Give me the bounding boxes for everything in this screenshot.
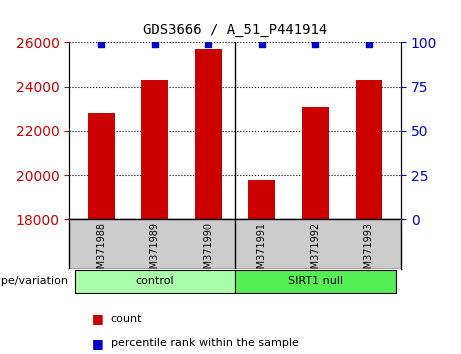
Bar: [142, 80, 168, 219]
Bar: [248, 179, 275, 219]
Text: control: control: [136, 276, 174, 286]
Point: [151, 41, 159, 47]
FancyBboxPatch shape: [235, 270, 396, 292]
Point: [258, 41, 266, 47]
Point: [365, 41, 372, 47]
Bar: [355, 80, 382, 219]
Text: count: count: [111, 314, 142, 324]
Text: GSM371991: GSM371991: [257, 222, 267, 281]
Text: GSM371990: GSM371990: [203, 222, 213, 281]
Text: genotype/variation: genotype/variation: [0, 276, 68, 286]
Point: [312, 41, 319, 47]
Bar: [195, 49, 222, 219]
Text: GSM371993: GSM371993: [364, 222, 374, 281]
Text: ■: ■: [92, 337, 104, 350]
Title: GDS3666 / A_51_P441914: GDS3666 / A_51_P441914: [143, 23, 327, 37]
Text: GSM371989: GSM371989: [150, 222, 160, 281]
Point: [98, 41, 105, 47]
Bar: [302, 107, 329, 219]
FancyBboxPatch shape: [75, 270, 235, 292]
Text: percentile rank within the sample: percentile rank within the sample: [111, 338, 299, 348]
Text: GSM371988: GSM371988: [96, 222, 106, 281]
Text: SIRT1 null: SIRT1 null: [288, 276, 343, 286]
Point: [205, 41, 212, 47]
Bar: [88, 113, 115, 219]
Text: GSM371992: GSM371992: [310, 222, 320, 281]
Text: ■: ■: [92, 312, 104, 325]
